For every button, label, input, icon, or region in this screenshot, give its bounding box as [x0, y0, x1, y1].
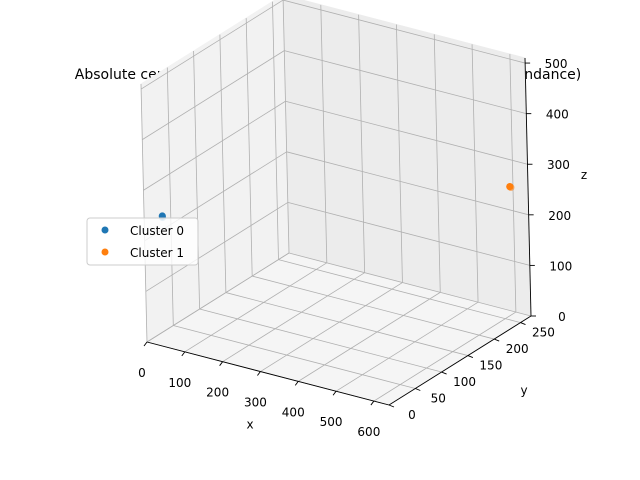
- grid-line-y-left: [245, 18, 253, 277]
- y-tick-mark: [415, 388, 421, 391]
- y-tick-mark: [494, 338, 500, 342]
- grid-line-z-back: [287, 202, 530, 266]
- grid-line-x-back: [320, 4, 328, 263]
- grid-line-y-floor: [252, 275, 495, 340]
- grid-line-y-left: [140, 83, 148, 343]
- x-tick-mark: [257, 371, 261, 376]
- grid-line-x-floor: [373, 311, 517, 402]
- grid-line-z-back: [286, 151, 529, 216]
- z-tick-label: 400: [546, 108, 569, 122]
- x-tick-label: 100: [168, 376, 191, 390]
- x-tick-label: 200: [206, 386, 229, 400]
- grid-line-x-back: [282, 0, 290, 254]
- grid-line-y-left: [193, 51, 200, 310]
- y-axis-line: [388, 315, 532, 406]
- axis-lines: [143, 57, 536, 408]
- grid-line-x-floor: [335, 301, 479, 392]
- grid-line-x-floor: [298, 292, 441, 382]
- x-tick-mark: [332, 390, 337, 396]
- grid-line-z-left: [142, 50, 285, 140]
- grid-line-x-back: [433, 34, 441, 293]
- y-tick-mark: [388, 404, 395, 408]
- legend-marker-cluster-1: [101, 248, 109, 256]
- y-tick-mark: [467, 355, 474, 358]
- z-tick-label: 500: [545, 57, 568, 71]
- z-tick-label: 200: [548, 209, 571, 223]
- x-tick-label: 400: [282, 405, 305, 419]
- grid-line-y-left: [166, 67, 174, 326]
- grid-line-z-back: [283, 0, 526, 64]
- grid-line-y-left: [272, 1, 279, 260]
- z-axis-line: [524, 57, 532, 317]
- x-tick-mark: [219, 361, 223, 366]
- x-tick-mark: [370, 400, 375, 406]
- grid-line-y-floor: [278, 259, 521, 323]
- tick-labels: 0100200300400500600050100150200250010020…: [138, 57, 572, 439]
- grid-line-z-left: [146, 252, 290, 343]
- grid-line-z-back: [285, 100, 528, 165]
- legend-label-cluster-0: Cluster 0: [130, 224, 184, 238]
- x-tick-label: 300: [244, 396, 267, 410]
- grid-line-x-back: [396, 24, 403, 283]
- grid-line-z-left: [143, 100, 286, 191]
- y-tick-label: 0: [408, 408, 416, 422]
- y-tick-label: 100: [453, 375, 476, 389]
- grid-line-z-back: [284, 50, 527, 115]
- grid-line-y-floor: [173, 325, 416, 389]
- grid-line-x-back: [358, 14, 366, 273]
- grid-lines: [140, 0, 532, 406]
- grid-line-x-back: [509, 54, 517, 313]
- grid-line-z-back: [288, 252, 532, 317]
- x-axis-line: [146, 341, 390, 406]
- y-tick-label: 200: [506, 342, 529, 356]
- y-tick-mark: [520, 322, 526, 326]
- grid-line-x-floor: [184, 262, 328, 353]
- y-tick-label: 150: [479, 359, 502, 373]
- legend: Cluster 0 Cluster 1: [86, 217, 199, 266]
- x-tick-label: 500: [320, 415, 343, 429]
- y-tick-mark: [441, 371, 447, 375]
- grid-line-x-back: [471, 44, 479, 303]
- grid-line-y-left: [219, 34, 227, 293]
- grid-line-y-floor: [199, 308, 442, 373]
- legend-marker-cluster-0: [101, 226, 109, 234]
- z-tick-label: 100: [549, 259, 572, 273]
- z-tick-label: 300: [547, 158, 570, 172]
- x-tick-mark: [143, 341, 148, 347]
- legend-box: [86, 217, 199, 266]
- x-tick-mark: [181, 351, 186, 357]
- grid-line-x-floor: [222, 272, 365, 363]
- y-tick-label: 250: [532, 326, 555, 340]
- y-axis-label: y: [520, 384, 527, 398]
- z-tick-label: 0: [558, 310, 566, 324]
- grid-line-z-left: [140, 0, 284, 90]
- x-tick-mark: [294, 381, 299, 386]
- x-tick-label: 600: [357, 425, 380, 439]
- grid-line-z-left: [145, 202, 289, 292]
- grid-line-x-floor: [260, 282, 403, 372]
- z-axis-label: z: [581, 168, 587, 182]
- x-axis-label: x: [246, 418, 253, 432]
- x-tick-label: 0: [138, 366, 146, 380]
- data-point-cluster-1: [507, 183, 515, 191]
- legend-label-cluster-1: Cluster 1: [130, 246, 184, 260]
- y-tick-label: 50: [431, 392, 446, 406]
- grid-line-y-floor: [225, 292, 468, 356]
